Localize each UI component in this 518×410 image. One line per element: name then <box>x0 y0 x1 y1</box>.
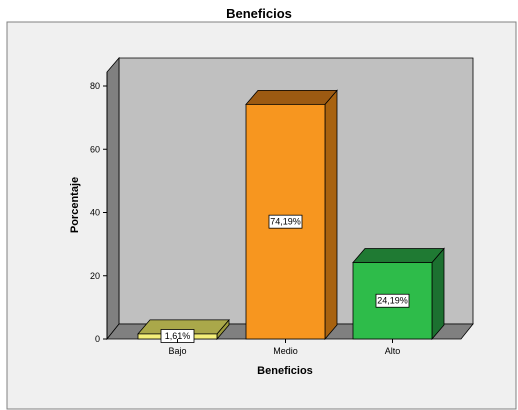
y-tick-label: 80 <box>90 81 100 91</box>
x-tick-labels: Bajo Medio Alto <box>168 339 400 356</box>
chart-title: Beneficios <box>226 6 292 21</box>
y-tick-label: 60 <box>90 144 100 154</box>
y-tick-label: 20 <box>90 271 100 281</box>
data-label-medio: 74,19% <box>270 217 301 227</box>
x-tick-label-medio: Medio <box>273 346 298 356</box>
x-tick-label-alto: Alto <box>385 346 401 356</box>
x-tick-label-bajo: Bajo <box>168 346 186 356</box>
data-label-bajo: 1,61% <box>165 331 191 341</box>
bar-top-medio <box>245 89 338 105</box>
bar-side-medio <box>324 89 338 341</box>
bar-side-alto <box>431 247 445 341</box>
y-ticks: 0 20 40 60 80 <box>90 81 107 344</box>
data-label-box-medio <box>268 214 303 229</box>
x-axis-title: Beneficios <box>257 365 313 377</box>
plot-left-wall <box>106 56 120 341</box>
data-label-box-alto <box>375 293 410 308</box>
bars-group: 1,61% 74,19% 24,19% <box>137 89 445 343</box>
y-tick-label: 0 <box>95 334 100 344</box>
bar-top-alto <box>352 248 445 263</box>
y-tick-label: 40 <box>90 208 100 218</box>
data-label-alto: 24,19% <box>377 296 408 306</box>
y-axis-title: Porcentaje <box>69 177 81 233</box>
